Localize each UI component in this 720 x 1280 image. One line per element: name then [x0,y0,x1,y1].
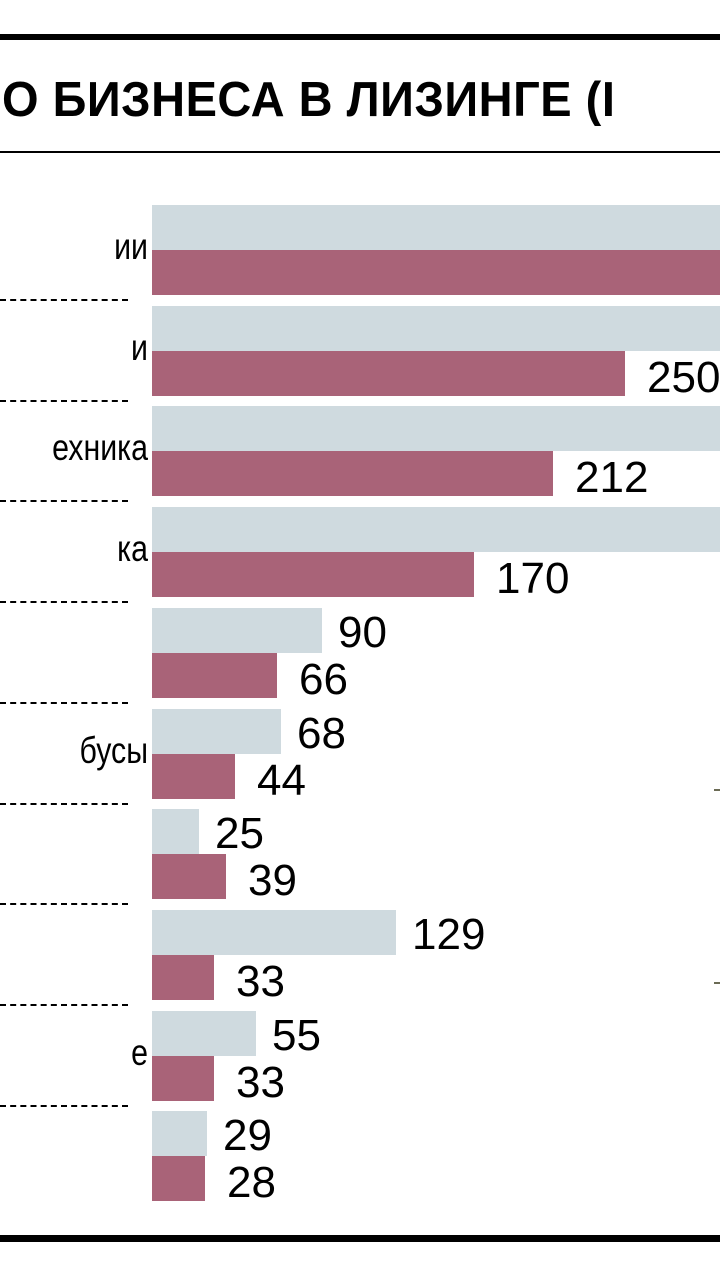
bar-current-period [152,653,277,698]
value-label-current: 250 [647,353,720,402]
chart-row: ии [0,205,720,305]
bar-current-period [152,552,474,597]
bar-current-period [152,1156,205,1201]
category-label: и [131,327,148,368]
chart-row: 129 33 [0,910,720,1010]
row-separator [0,500,128,502]
bottom-rule [0,1235,720,1242]
bar-current-period [152,1056,214,1101]
value-label-current: 44 [257,756,306,805]
category-label: ка [117,528,148,569]
bar-current-period [152,351,625,396]
title-underline [0,151,720,153]
bar-previous-period [152,507,720,552]
value-label-current: 39 [248,856,297,905]
bar-current-period [152,955,214,1000]
row-separator [0,400,128,402]
value-label-current: 33 [236,957,285,1006]
bar-previous-period [152,809,199,854]
value-label-previous: 29 [223,1111,272,1160]
category-label: е [131,1032,148,1073]
row-separator [0,903,128,905]
category-label: ии [114,226,148,267]
bar-current-period [152,754,235,799]
value-label-current: 33 [236,1058,285,1107]
bar-current-period [152,250,720,295]
bar-previous-period [152,306,720,351]
chart-row: е 55 33 [0,1011,720,1111]
bar-previous-period [152,709,281,754]
value-label-previous: 68 [297,709,346,758]
row-separator [0,299,128,301]
bar-current-period [152,854,226,899]
value-label-previous: 129 [412,910,486,959]
axis-tick-mark [714,982,720,984]
bar-previous-period [152,1011,256,1056]
chart-row: ка 170 [0,507,720,607]
axis-tick-mark [714,789,720,791]
value-label-current: 212 [575,453,649,502]
bar-previous-period [152,1111,207,1156]
row-separator [0,601,128,603]
category-label: ехника [52,427,148,468]
chart-row: 90 66 [0,608,720,708]
bar-current-period [152,451,553,496]
value-label-previous: 25 [215,809,264,858]
value-label-previous: 90 [338,608,387,657]
value-label-current: 170 [496,554,570,603]
bar-previous-period [152,205,720,250]
row-separator [0,1105,128,1107]
chart-row: ехника 212 [0,406,720,506]
value-label-current: 28 [227,1158,276,1207]
chart-row: 25 39 [0,809,720,909]
top-rule [0,34,720,40]
bar-previous-period [152,910,396,955]
chart-row: 29 28 [0,1111,720,1211]
chart-row: бусы 68 44 [0,709,720,809]
chart-title: О БИЗНЕСА В ЛИЗИНГЕ (I [2,71,616,127]
row-separator [0,803,128,805]
value-label-previous: 55 [272,1011,321,1060]
value-label-current: 66 [299,655,348,704]
bar-previous-period [152,406,720,451]
bar-previous-period [152,608,322,653]
chart-row: и 250 [0,306,720,406]
category-label: бусы [79,730,148,771]
row-separator [0,1004,128,1006]
row-separator [0,702,128,704]
